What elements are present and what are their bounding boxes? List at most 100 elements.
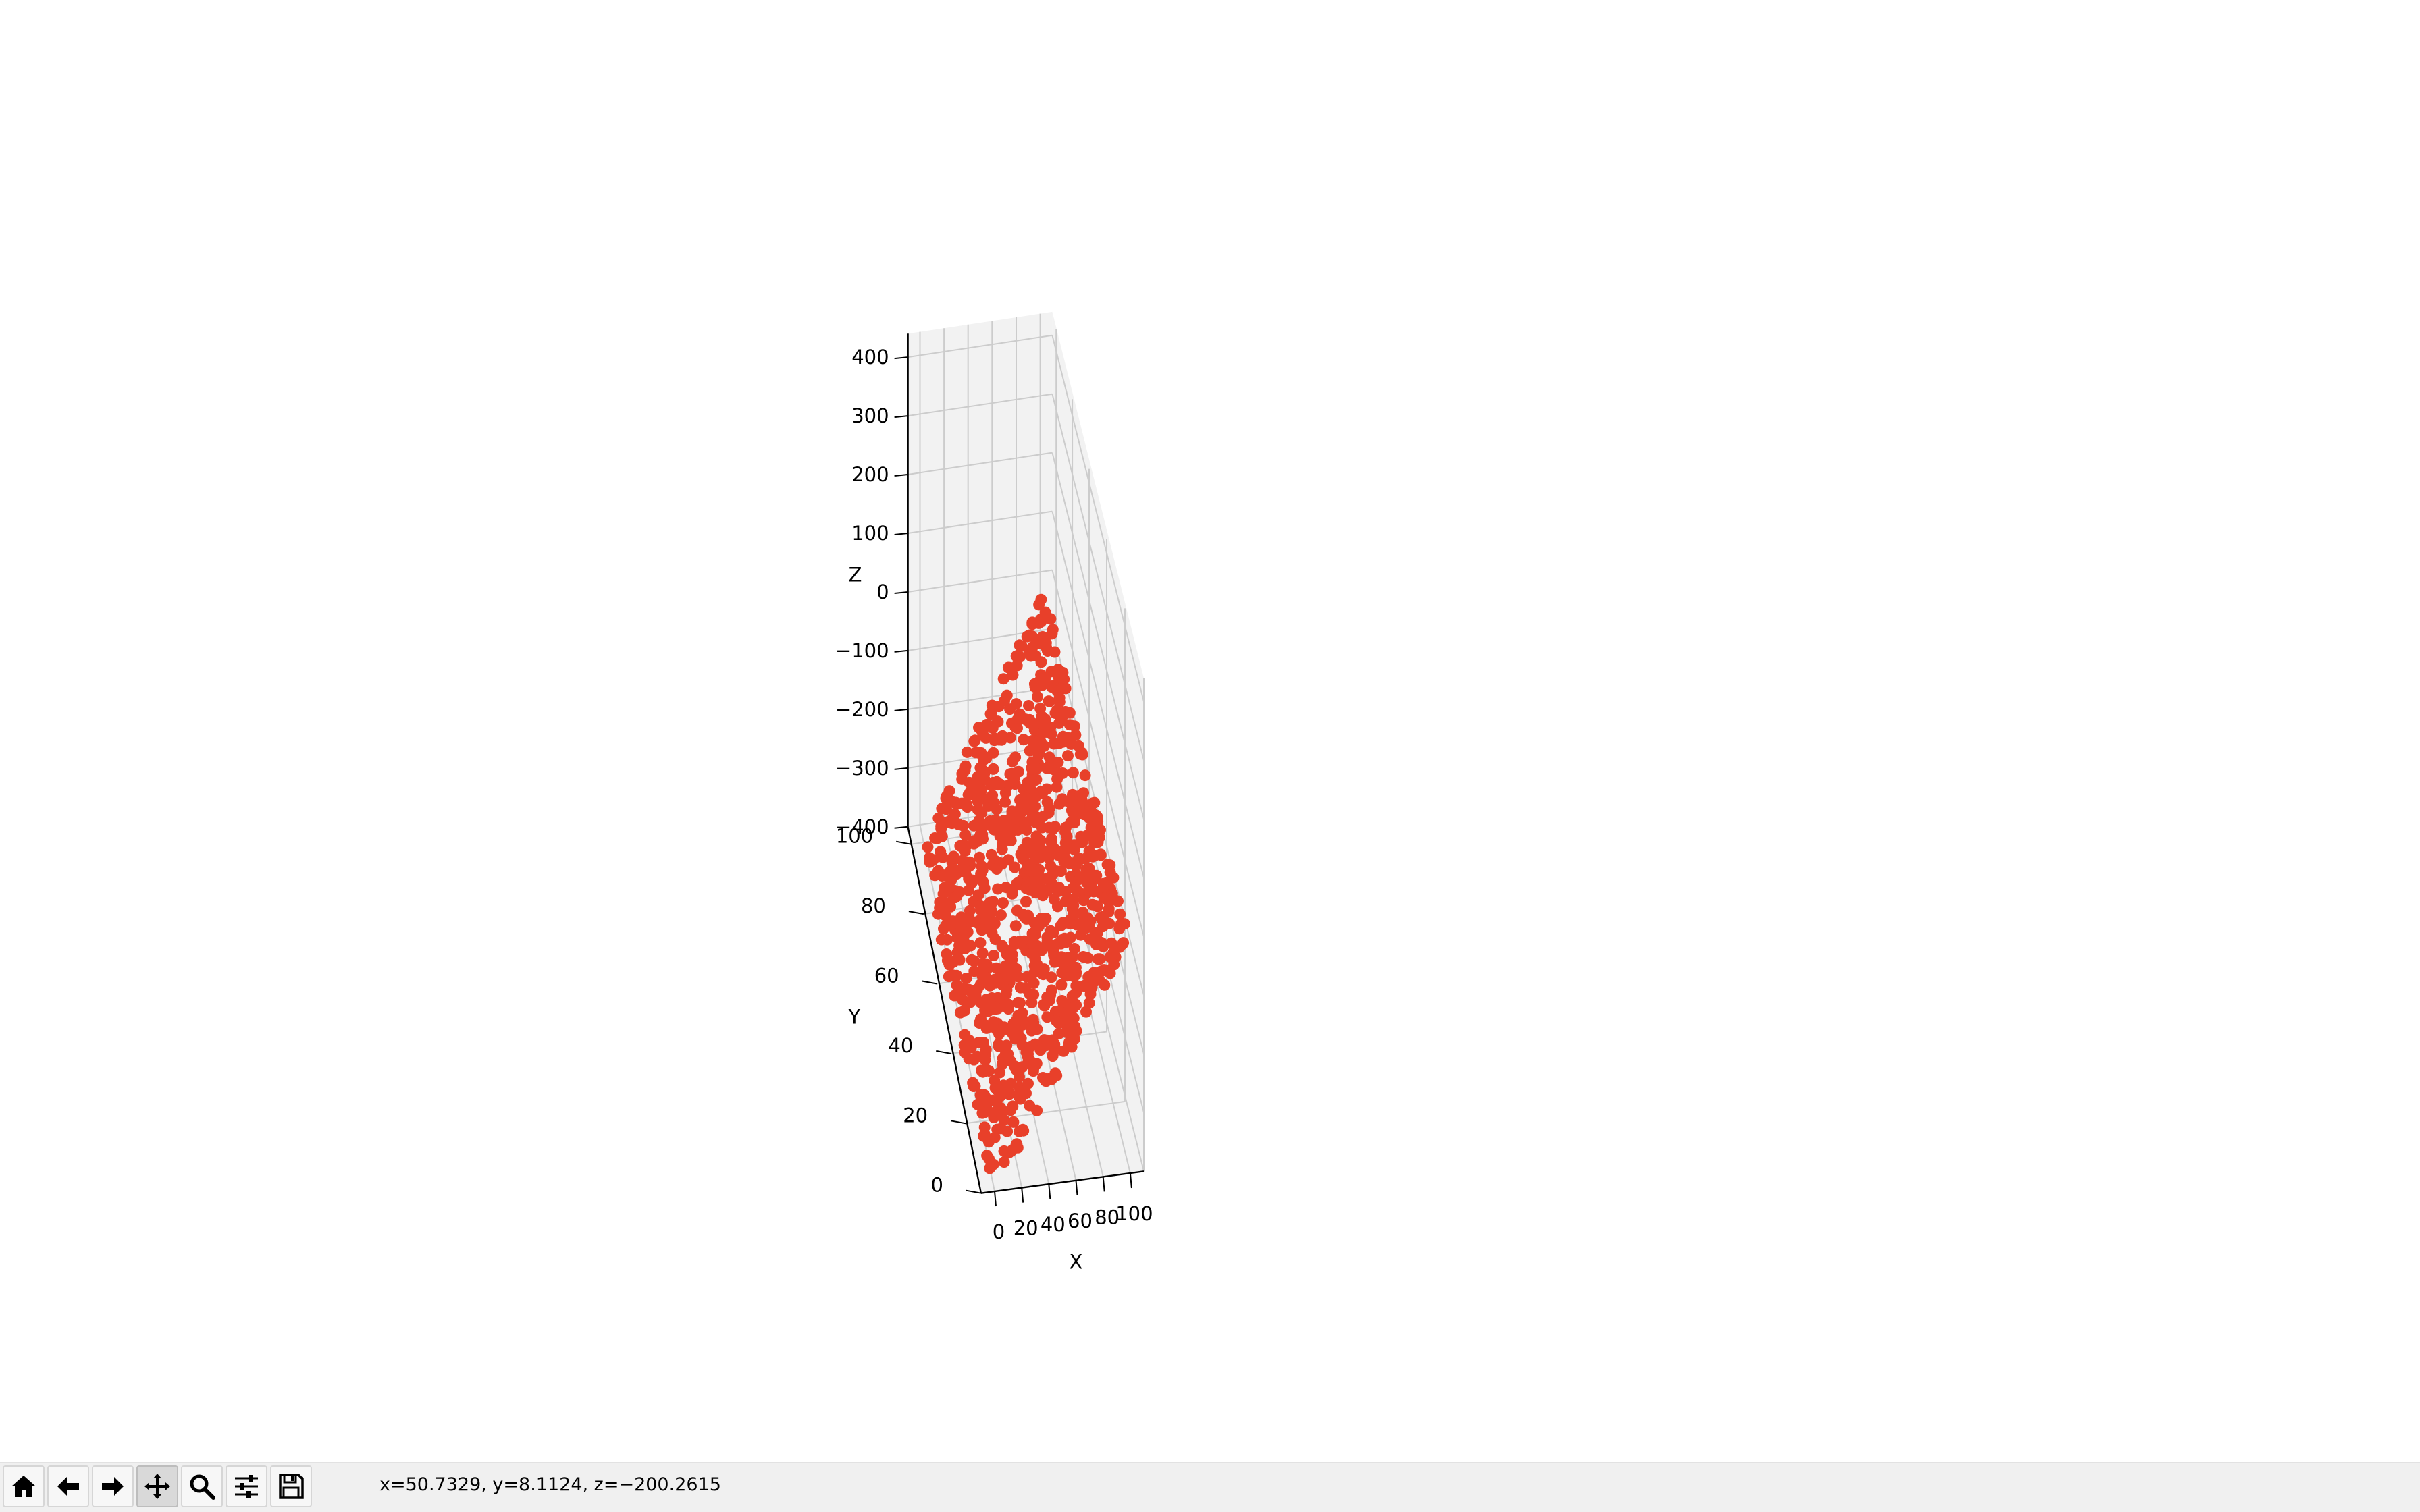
y-tick-label: 40 [888, 1034, 913, 1057]
data-point [1090, 869, 1103, 882]
data-point [1043, 695, 1055, 707]
y-tick-mark [966, 1189, 982, 1194]
data-point [1029, 801, 1041, 813]
data-point [1104, 967, 1116, 979]
data-point [977, 833, 989, 845]
data-point [994, 1066, 1006, 1079]
data-point [969, 734, 981, 747]
home-button[interactable] [3, 1465, 45, 1507]
data-point [972, 1098, 984, 1110]
data-point [1068, 817, 1080, 829]
z-tick-label: −400 [835, 815, 889, 838]
y-tick-mark [896, 840, 912, 845]
data-point [1009, 861, 1021, 873]
arrow-right-icon [102, 1477, 124, 1496]
data-point [1027, 1065, 1039, 1077]
data-point [1028, 977, 1040, 989]
axis-titles: X Y Z [847, 564, 1082, 1274]
data-point [969, 1080, 981, 1092]
data-point [1117, 937, 1130, 949]
data-point [1051, 781, 1063, 793]
save-button[interactable] [270, 1465, 312, 1507]
data-point [1057, 767, 1069, 779]
data-point [1059, 682, 1072, 695]
data-point [1007, 669, 1019, 681]
data-point [1082, 952, 1094, 964]
data-point [1049, 646, 1061, 658]
data-point [998, 1156, 1010, 1168]
grid-line [908, 452, 1053, 475]
arrow-left-icon [57, 1477, 79, 1496]
data-point [995, 734, 1007, 746]
data-point [1020, 1087, 1032, 1100]
data-point [1070, 969, 1082, 981]
data-point [1031, 1104, 1043, 1116]
x-tick-label: 80 [1095, 1206, 1120, 1228]
data-point [1014, 997, 1026, 1009]
floor-pane [908, 805, 1144, 1193]
x-tick-mark [1129, 1172, 1132, 1189]
z-tick-label: −300 [835, 757, 889, 780]
data-point [1038, 740, 1050, 752]
data-point [1108, 959, 1120, 971]
axis-lines [894, 333, 1145, 1207]
data-points [922, 593, 1130, 1174]
x-tick-mark [1075, 1180, 1078, 1195]
pan-button[interactable] [136, 1465, 178, 1507]
z-tick-label: 200 [851, 463, 889, 486]
data-point [1083, 863, 1095, 875]
data-point [1026, 630, 1038, 642]
x-tick-label: 100 [1115, 1202, 1153, 1225]
data-point [1000, 988, 1012, 1000]
data-point [1107, 871, 1120, 884]
data-point [968, 955, 980, 967]
data-point [1114, 908, 1126, 920]
z-tick-mark [894, 591, 908, 594]
z-tick-label: 0 [876, 580, 889, 603]
grid-line [908, 510, 1053, 534]
data-point [1031, 1023, 1043, 1035]
data-point [1072, 886, 1084, 898]
z-tick-mark [894, 356, 908, 360]
z-tick-mark [894, 826, 908, 829]
data-point [1066, 1041, 1078, 1053]
data-point [1070, 999, 1082, 1011]
data-point [1041, 783, 1053, 795]
data-point [999, 695, 1010, 707]
data-point [1083, 997, 1095, 1009]
y-tick-label: 60 [874, 965, 899, 988]
back-button[interactable] [47, 1465, 89, 1507]
zoom-button[interactable] [181, 1465, 223, 1507]
scatter-3d-plot[interactable]: 0 20 40 60 80100020406080100−400−300−200−100… [0, 0, 2420, 1462]
z-tick-label: −100 [835, 639, 889, 662]
data-point [1067, 767, 1079, 779]
data-point [989, 918, 1001, 929]
x-tick-mark [994, 1191, 997, 1207]
data-point [941, 934, 953, 946]
grid-line [908, 686, 1053, 710]
x-tick-mark [1021, 1187, 1024, 1203]
data-point [1012, 971, 1024, 983]
y-tick-label: 100 [836, 825, 873, 848]
data-point [1047, 927, 1059, 939]
grid-line [1051, 570, 1145, 937]
data-point [1063, 707, 1076, 719]
data-point [1014, 1071, 1025, 1083]
z-tick-mark [894, 415, 908, 418]
data-point [1018, 734, 1030, 746]
grid-line [908, 569, 1053, 593]
data-point [1092, 836, 1104, 848]
figure-canvas[interactable]: 0 20 40 60 80 100 0 20 40 60 80 100 −400 −300 −200 −100… [0, 0, 2420, 1462]
data-point [1079, 770, 1091, 782]
data-point [1043, 995, 1055, 1007]
data-point [1005, 835, 1017, 846]
data-point [946, 857, 958, 869]
data-point [1022, 1077, 1034, 1089]
data-point [1035, 656, 1047, 668]
data-point [1045, 971, 1057, 983]
z-tick-mark [894, 649, 908, 653]
data-point [1032, 691, 1043, 703]
forward-button[interactable] [92, 1465, 134, 1507]
data-point [1078, 894, 1090, 907]
configure-subplots-button[interactable] [226, 1465, 267, 1507]
